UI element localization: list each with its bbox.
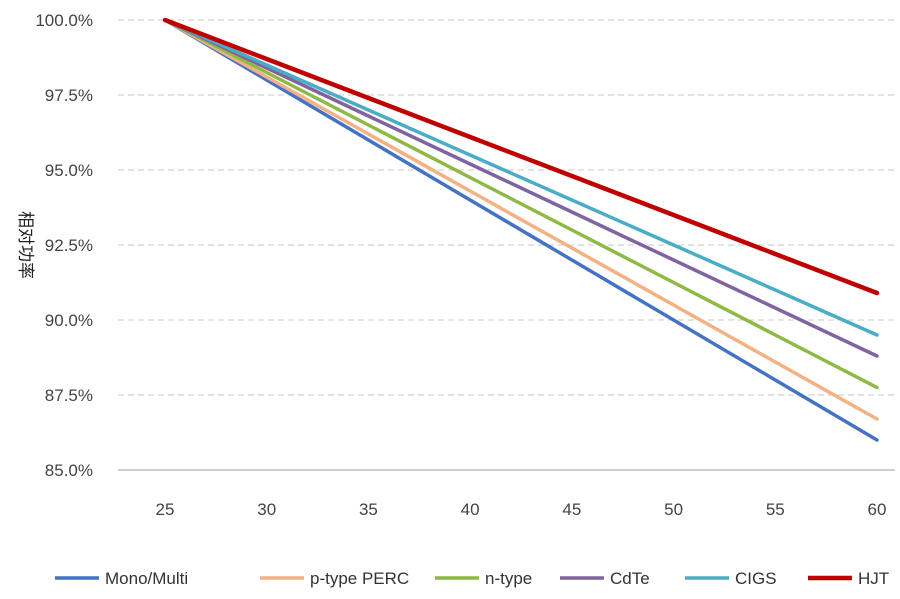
x-tick-label: 55 [766,500,785,519]
series-line [163,18,879,358]
legend-label: HJT [858,569,889,588]
legend-label: n-type [485,569,532,588]
series-line [163,18,879,390]
y-tick-label: 90.0% [45,311,93,330]
y-tick-label: 92.5% [45,236,93,255]
x-tick-label: 50 [664,500,683,519]
legend-label: CIGS [735,569,777,588]
x-tick-label: 60 [868,500,887,519]
x-axis-ticks: 25 30 35 40 45 50 55 60 [156,500,887,519]
legend-label: CdTe [610,569,650,588]
legend-label: p-type PERC [310,569,409,588]
y-tick-label: 85.0% [45,461,93,480]
y-tick-label: 100.0% [35,11,93,30]
x-tick-label: 40 [461,500,480,519]
x-tick-label: 30 [257,500,276,519]
x-tick-label: 35 [359,500,378,519]
series-line [163,18,879,421]
y-tick-label: 97.5% [45,86,93,105]
y-axis-ticks: 85.0% 87.5% 90.0% 92.5% 95.0% 97.5% 100.0% [35,11,93,480]
grid-lines [118,19,895,396]
y-axis-label: 相对功率 [15,211,35,279]
y-tick-label: 95.0% [45,161,93,180]
y-tick-label: 87.5% [45,386,93,405]
x-tick-label: 45 [562,500,581,519]
x-tick-label: 25 [156,500,175,519]
series-line [163,18,879,442]
legend-label: Mono/Multi [105,569,188,588]
series-line [162,17,880,296]
series-line [163,18,879,337]
legend: Mono/Multi p-type PERC n-type CdTe CIGS HJT [55,569,889,588]
series-lines [162,17,880,442]
